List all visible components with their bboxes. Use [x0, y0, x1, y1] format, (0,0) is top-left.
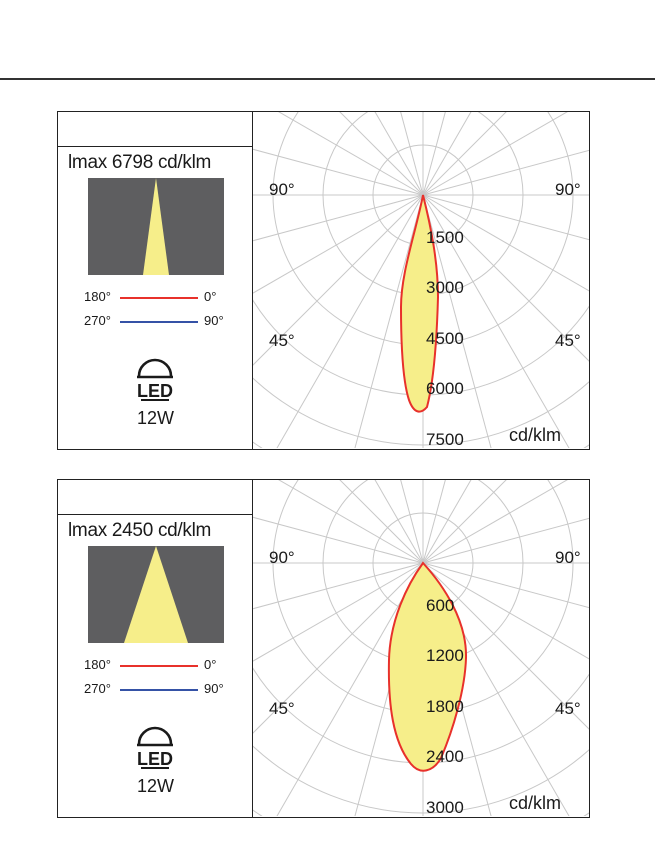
header-cell	[58, 480, 252, 515]
legend-red-line	[120, 297, 198, 299]
info-panel: lmax 2450 cd/klm 180° 0° 270° 90° LED 12…	[58, 480, 253, 817]
radial-label: 3000	[426, 278, 464, 297]
radial-label: 1500	[426, 228, 464, 247]
angle-label-left-45: 45°	[269, 699, 295, 718]
radial-label: 4500	[426, 329, 464, 348]
angle-label-left-45: 45°	[269, 331, 295, 350]
legend-c90-270: 270° 90°	[84, 681, 224, 696]
radial-label: 600	[426, 596, 454, 615]
angle-label-right-90: 90°	[555, 180, 581, 199]
angle-label-left-90: 90°	[269, 180, 295, 199]
led-text: LED	[137, 381, 173, 401]
beam-angle-icon	[88, 546, 224, 643]
radial-label: 6000	[426, 379, 464, 398]
polar-diagram: 90° 90° 45° 45° 600 1200 1800 2400 3000 …	[253, 480, 589, 816]
intensity-curve	[399, 194, 440, 413]
legend-blue-line	[120, 689, 198, 691]
unit-label: cd/klm	[509, 793, 561, 813]
photometric-card-1: lmax 6798 cd/klm 180° 0° 270° 90° LED 12…	[57, 111, 590, 450]
legend-c90-270: 270° 90°	[84, 313, 224, 328]
power-label: 12W	[136, 408, 174, 428]
legend-red-line	[120, 665, 198, 667]
radial-label: 3000	[426, 798, 464, 816]
unit-label: cd/klm	[509, 425, 561, 445]
radial-label: 1200	[426, 646, 464, 665]
intensity-curve	[387, 561, 468, 772]
beam-angle-icon	[88, 178, 224, 275]
angle-label-left-90: 90°	[269, 548, 295, 567]
polar-diagram: 90° 90° 45° 45° 1500 3000 4500 6000 7500…	[253, 112, 589, 448]
led-text: LED	[137, 749, 173, 769]
radial-label: 1800	[426, 697, 464, 716]
legend-c0-180: 180° 0°	[84, 289, 217, 304]
info-panel: lmax 6798 cd/klm 180° 0° 270° 90° LED 12…	[58, 112, 253, 449]
imax-label: lmax 2450 cd/klm	[68, 520, 212, 541]
legend-c0-180: 180° 0°	[84, 657, 217, 672]
imax-label: lmax 6798 cd/klm	[68, 152, 212, 173]
angle-label-right-90: 90°	[555, 548, 581, 567]
angle-label-right-45: 45°	[555, 331, 581, 350]
power-label: 12W	[136, 776, 174, 796]
led-lamp-icon: LED	[137, 726, 173, 769]
radial-label: 2400	[426, 747, 464, 766]
radial-label: 7500	[426, 430, 464, 448]
header-cell	[58, 112, 252, 147]
photometric-card-2: lmax 2450 cd/klm 180° 0° 270° 90° LED 12…	[57, 479, 590, 818]
led-lamp-icon: LED	[137, 358, 173, 401]
top-divider	[0, 78, 655, 80]
angle-label-right-45: 45°	[555, 699, 581, 718]
legend-blue-line	[120, 321, 198, 323]
polar-grid	[253, 112, 589, 448]
